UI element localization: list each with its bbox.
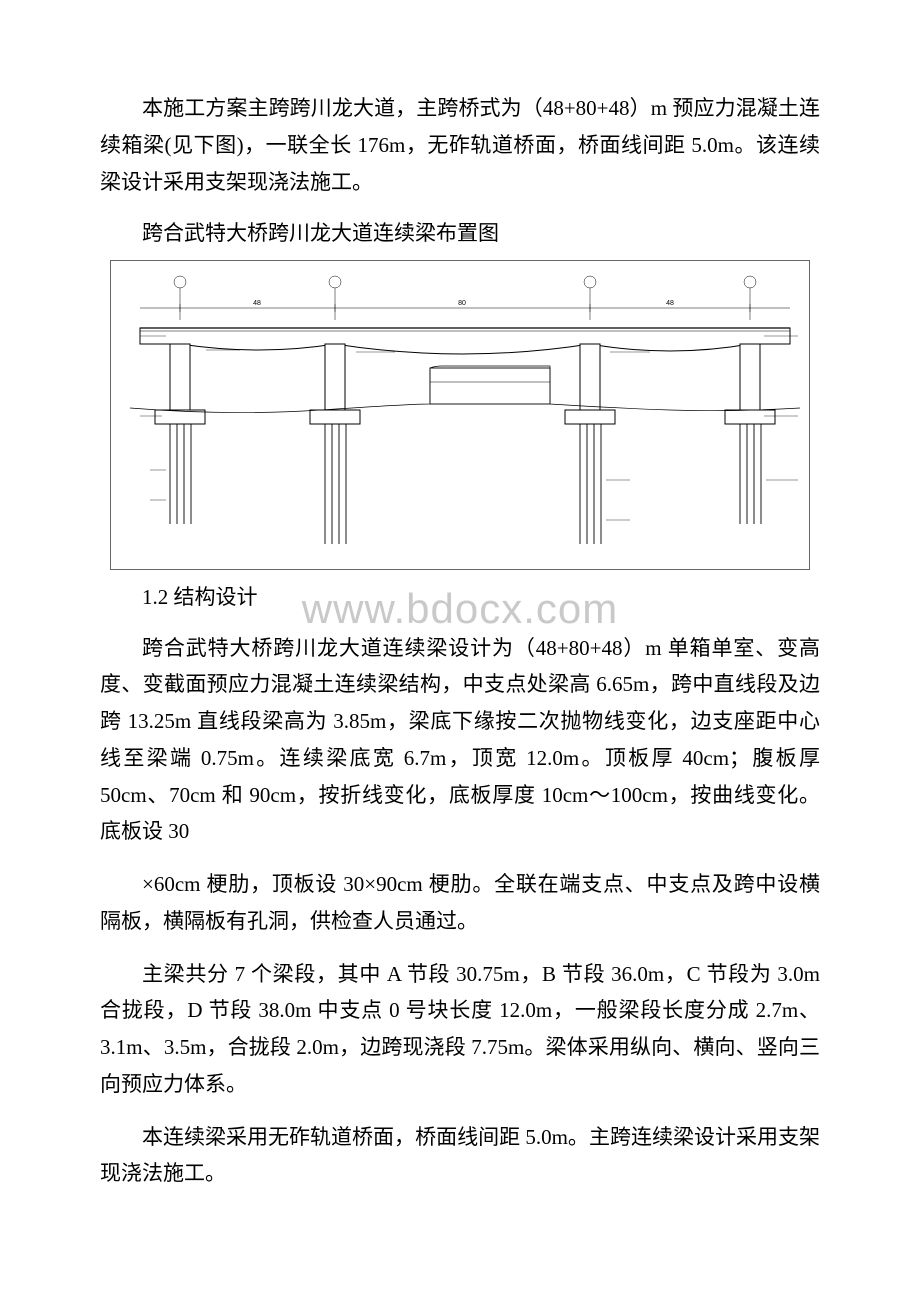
svg-text:80: 80 [458, 300, 466, 307]
svg-text:48: 48 [666, 300, 674, 307]
bridge-svg: 48 80 48 [110, 260, 810, 570]
figure-caption: 跨合武特大桥跨川龙大道连续梁布置图 [100, 216, 820, 252]
structure-design-p1: 跨合武特大桥跨川龙大道连续梁设计为（48+80+48）m 单箱单室、变高度、变截… [100, 630, 820, 851]
section-1-2-heading: 1.2 结构设计 [100, 580, 820, 616]
structure-design-p4: 本连续梁采用无砟轨道桥面，桥面线间距 5.0m。主跨连续梁设计采用支架现浇法施工… [100, 1119, 820, 1193]
bridge-elevation-figure: 48 80 48 [110, 260, 810, 570]
structure-design-p2: ×60cm 梗肋，顶板设 30×90cm 梗肋。全联在端支点、中支点及跨中设横隔… [100, 866, 820, 940]
intro-paragraph: 本施工方案主跨跨川龙大道，主跨桥式为（48+80+48）m 预应力混凝土连续箱梁… [100, 90, 820, 200]
svg-text:48: 48 [253, 300, 261, 307]
structure-design-p3: 主梁共分 7 个梁段，其中 A 节段 30.75m，B 节段 36.0m，C 节… [100, 956, 820, 1103]
